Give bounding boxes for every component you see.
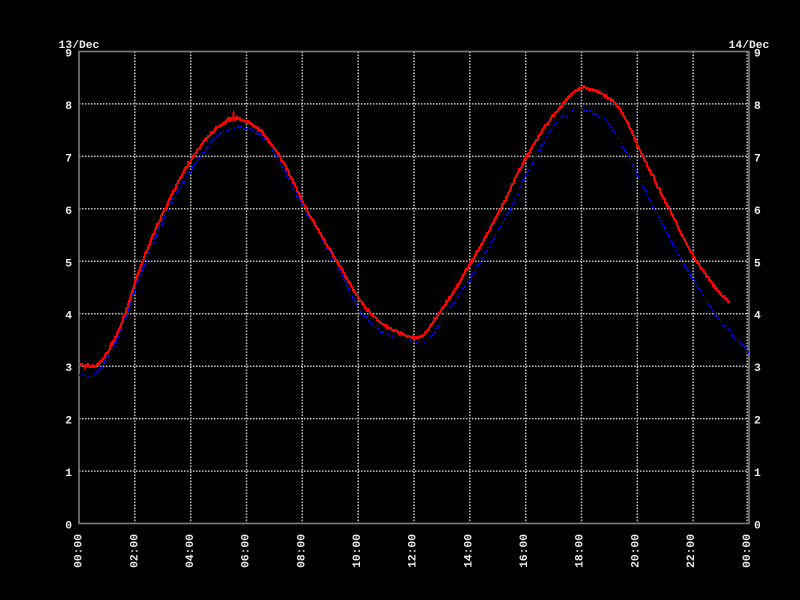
- svg-text:5: 5: [754, 258, 761, 270]
- svg-text:13/Dec: 13/Dec: [59, 40, 100, 52]
- svg-text:9: 9: [754, 49, 761, 61]
- svg-text:9: 9: [65, 49, 72, 61]
- svg-text:08:00: 08:00: [296, 534, 308, 568]
- svg-text:22:00: 22:00: [686, 534, 698, 568]
- svg-text:18:00: 18:00: [575, 534, 587, 568]
- svg-text:2: 2: [65, 416, 72, 428]
- svg-text:0: 0: [65, 521, 72, 533]
- svg-text:3: 3: [65, 363, 72, 375]
- svg-text:8: 8: [754, 101, 761, 113]
- svg-text:14:00: 14:00: [463, 534, 475, 568]
- svg-text:00:00: 00:00: [742, 534, 754, 568]
- svg-text:8: 8: [65, 101, 72, 113]
- svg-text:5: 5: [65, 258, 72, 270]
- svg-text:1: 1: [65, 468, 72, 480]
- svg-text:10:00: 10:00: [352, 534, 364, 568]
- svg-text:12:00: 12:00: [408, 534, 420, 568]
- svg-text:7: 7: [754, 153, 761, 165]
- svg-text:02:00: 02:00: [129, 534, 141, 568]
- svg-text:04:00: 04:00: [185, 534, 197, 568]
- svg-text:00:00: 00:00: [74, 534, 86, 568]
- svg-text:20:00: 20:00: [630, 534, 642, 568]
- svg-text:7: 7: [65, 153, 72, 165]
- svg-text:14/Dec: 14/Dec: [729, 40, 770, 52]
- svg-text:06:00: 06:00: [241, 534, 253, 568]
- svg-text:4: 4: [754, 311, 761, 323]
- svg-text:6: 6: [754, 206, 761, 218]
- svg-text:2: 2: [754, 416, 761, 428]
- svg-text:4: 4: [65, 311, 72, 323]
- svg-text:6: 6: [65, 206, 72, 218]
- svg-text:1: 1: [754, 468, 761, 480]
- svg-text:16:00: 16:00: [519, 534, 531, 568]
- svg-text:3: 3: [754, 363, 761, 375]
- svg-text:0: 0: [754, 521, 761, 533]
